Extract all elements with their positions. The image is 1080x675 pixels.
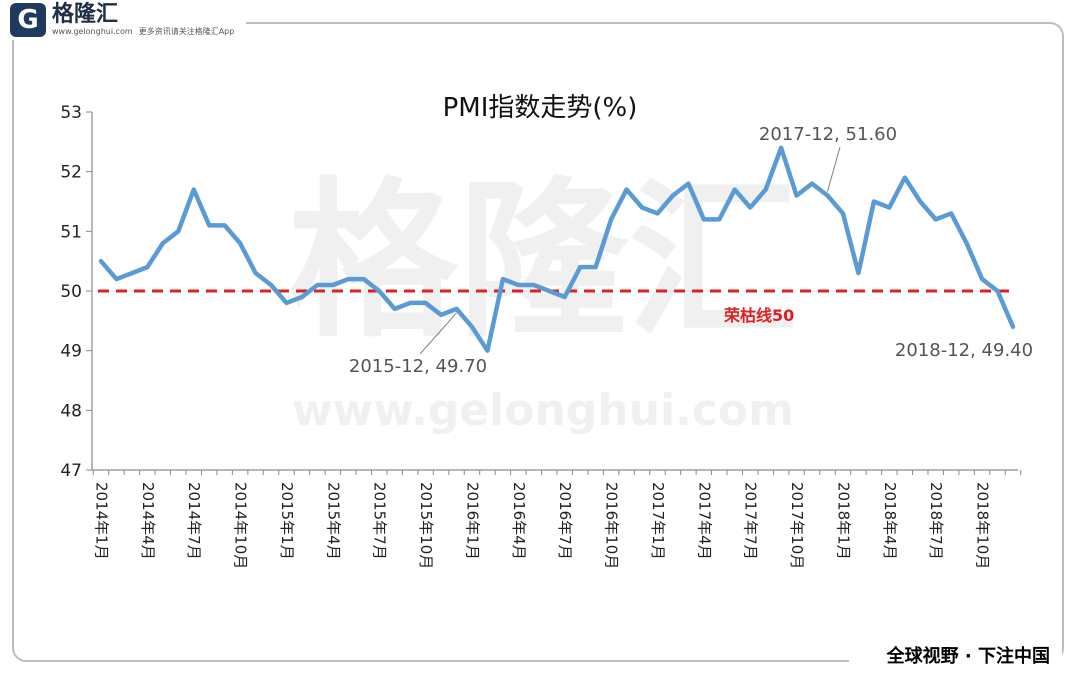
x-tick-label: 2018年4月 (881, 482, 899, 560)
y-tick-label: 51 (60, 222, 82, 242)
annotation-layer: 2017-12, 51.60 2015-12, 49.70 2018-12, 49.… (349, 124, 1033, 377)
x-tick-label: 2017年10月 (788, 482, 806, 569)
x-tick-label: 2017年7月 (742, 482, 760, 560)
x-tick-label: 2018年10月 (974, 482, 992, 569)
brand-slogan: 更多资讯请关注格隆汇App (138, 26, 235, 36)
x-tick-label: 2016年4月 (510, 482, 528, 560)
watermark-url: www.gelonghui.com (292, 385, 794, 436)
brand-domain: www.gelonghui.com (52, 26, 133, 36)
y-tick-label: 52 (60, 163, 82, 183)
x-tick-label: 2014年1月 (93, 482, 111, 560)
x-tick-label: 2017年4月 (695, 482, 713, 560)
series-layer (98, 145, 1016, 353)
annotation-leader-line (827, 146, 841, 192)
series-line (98, 145, 1016, 353)
y-ticks-layer: 47 48 49 50 51 52 53 (60, 103, 92, 481)
brand-text: 格隆汇 www.gelonghui.com 更多资讯请关注格隆汇App (52, 1, 234, 37)
brand-mark: G (10, 3, 46, 37)
brand-logo: G 格隆汇 www.gelonghui.com 更多资讯请关注格隆汇App (10, 0, 247, 40)
watermark-layer: 格隆汇 www.gelonghui.com (288, 163, 798, 436)
x-tick-label: 2017年1月 (649, 482, 667, 560)
x-tick-label: 2015年1月 (278, 482, 296, 560)
y-tick-label: 47 (60, 461, 82, 481)
y-tick-label: 50 (60, 282, 82, 302)
x-tick-label: 2015年7月 (371, 482, 389, 560)
chart-title: PMI指数走势(%) (443, 93, 638, 123)
footer-tagline: 全球视野 · 下注中国 (886, 646, 1050, 667)
x-tick-label: 2016年7月 (556, 482, 574, 560)
brand-name: 格隆汇 (52, 1, 119, 27)
annotation-label: 2017-12, 51.60 (759, 124, 897, 145)
x-tick-label: 2015年4月 (324, 482, 342, 560)
x-ticks-layer: 2014年1月 2014年4月 2014年7月 2014年10月 2015年1月 2015… (93, 470, 1022, 569)
y-tick-label: 49 (60, 342, 82, 362)
watermark-name: 格隆汇 (288, 163, 798, 361)
x-tick-label: 2014年4月 (139, 482, 157, 560)
annotation-label: 2018-12, 49.40 (895, 340, 1033, 361)
brand-sub: www.gelonghui.com 更多资讯请关注格隆汇App (52, 27, 234, 37)
x-tick-label: 2018年7月 (927, 482, 945, 560)
y-tick-label: 48 (60, 401, 82, 421)
x-tick-label: 2018年1月 (834, 482, 852, 560)
annotation-label: 2015-12, 49.70 (349, 356, 487, 377)
reference-label: 荣枯线50 (723, 306, 794, 325)
x-tick-label: 2016年1月 (463, 482, 481, 560)
annotation-leader-line (419, 312, 457, 355)
x-tick-label: 2016年10月 (603, 482, 621, 569)
x-tick-label: 2014年10月 (232, 482, 250, 569)
x-tick-label: 2014年7月 (185, 482, 203, 560)
chart-frame (12, 22, 1064, 662)
y-tick-label: 53 (60, 103, 82, 123)
footer-tag: 全球视野 · 下注中国 (848, 635, 1062, 675)
x-tick-label: 2015年10月 (417, 482, 435, 569)
